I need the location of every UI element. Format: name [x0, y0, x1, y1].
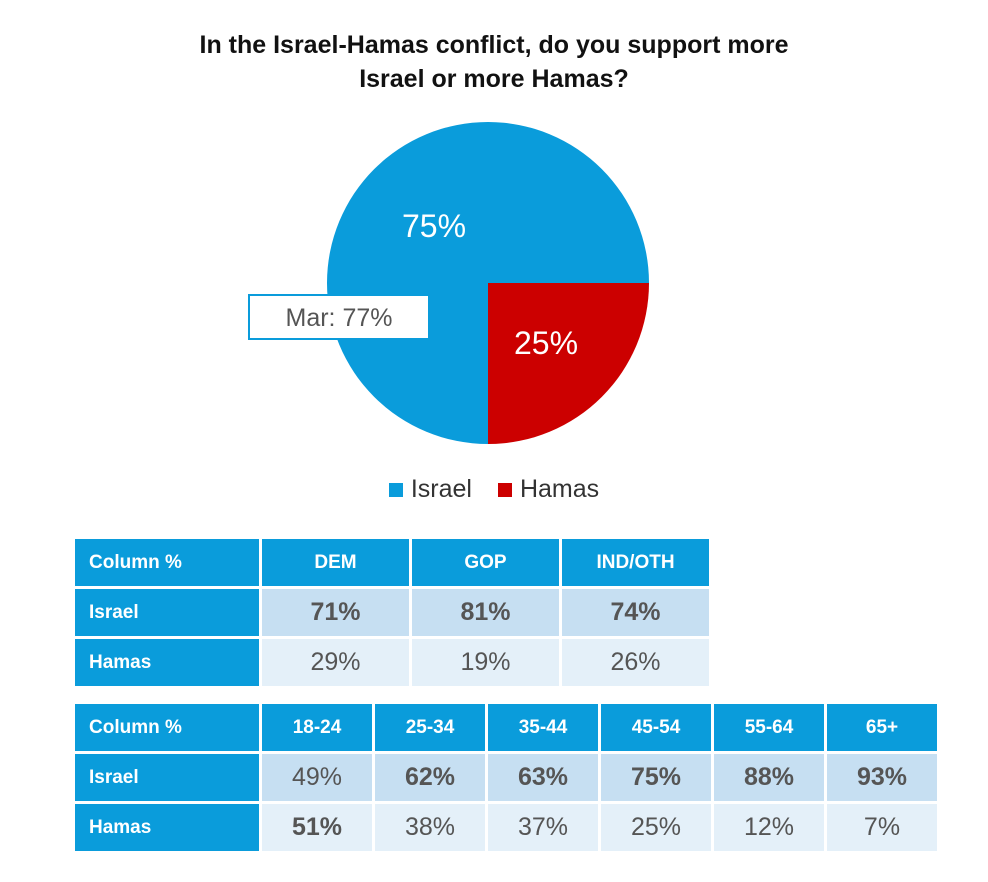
header-cell-55-64: 55-64 — [714, 704, 824, 751]
legend-label-hamas: Hamas — [519, 475, 600, 503]
table-cell: 26% — [562, 639, 709, 686]
table-cell: 63% — [488, 754, 598, 801]
table-cell: 49% — [262, 754, 372, 801]
table-cell: 51% — [262, 804, 372, 851]
table-cell: 71% — [262, 589, 409, 636]
table-row-hamas: Hamas 51% 38% 37% 25% 12% 7% — [75, 804, 937, 851]
table-row-israel: Israel 71% 81% 74% — [75, 589, 709, 636]
table-header-row: Column % DEM GOP IND/OTH — [75, 539, 709, 586]
table-cell: 81% — [412, 589, 559, 636]
legend-label-israel: Israel — [410, 475, 472, 503]
age-crosstab-table: Column % 18-24 25-34 35-44 45-54 55-64 6… — [72, 701, 940, 854]
table-header-row: Column % 18-24 25-34 35-44 45-54 55-64 6… — [75, 704, 937, 751]
header-cell-18-24: 18-24 — [262, 704, 372, 751]
table-cell: 25% — [601, 804, 711, 851]
chart-legend: Israel Hamas — [0, 475, 988, 504]
pie-label-israel: 75% — [402, 208, 466, 244]
table-cell: 29% — [262, 639, 409, 686]
table-cell: 7% — [827, 804, 937, 851]
table-cell: 75% — [601, 754, 711, 801]
table-cell: 19% — [412, 639, 559, 686]
table-cell: 62% — [375, 754, 485, 801]
row-label-hamas: Hamas — [75, 804, 259, 851]
header-cell-35-44: 35-44 — [488, 704, 598, 751]
header-corner-cell: Column % — [75, 539, 259, 586]
legend-swatch-hamas — [497, 482, 512, 497]
pie-label-hamas: 25% — [514, 325, 578, 361]
chart-title: In the Israel-Hamas conflict, do you sup… — [0, 28, 988, 96]
table-cell: 12% — [714, 804, 824, 851]
legend-swatch-israel — [388, 482, 403, 497]
pie-slice-hamas — [488, 283, 649, 444]
legend-item-israel: Israel — [388, 475, 472, 504]
chart-title-line-2: Israel or more Hamas? — [359, 65, 629, 93]
row-label-israel: Israel — [75, 589, 259, 636]
prior-value-annotation: Mar: 77% — [248, 294, 430, 340]
table-cell: 38% — [375, 804, 485, 851]
table-row-israel: Israel 49% 62% 63% 75% 88% 93% — [75, 754, 937, 801]
party-crosstab-table: Column % DEM GOP IND/OTH Israel 71% 81% … — [72, 536, 712, 689]
header-cell-ind-oth: IND/OTH — [562, 539, 709, 586]
header-cell-25-34: 25-34 — [375, 704, 485, 751]
table-cell: 88% — [714, 754, 824, 801]
table-row-hamas: Hamas 29% 19% 26% — [75, 639, 709, 686]
header-cell-45-54: 45-54 — [601, 704, 711, 751]
pie-slice-israel — [327, 122, 649, 444]
pie-chart: 75% 25% Mar: 77% — [248, 122, 649, 444]
table-cell: 37% — [488, 804, 598, 851]
header-cell-65-plus: 65+ — [827, 704, 937, 751]
row-label-israel: Israel — [75, 754, 259, 801]
header-cell-gop: GOP — [412, 539, 559, 586]
annotation-text: Mar: 77% — [286, 304, 393, 332]
annotation-box — [248, 294, 430, 340]
table-cell: 93% — [827, 754, 937, 801]
header-corner-cell: Column % — [75, 704, 259, 751]
legend-item-hamas: Hamas — [497, 475, 600, 504]
row-label-hamas: Hamas — [75, 639, 259, 686]
table-cell: 74% — [562, 589, 709, 636]
header-cell-dem: DEM — [262, 539, 409, 586]
chart-title-line-1: In the Israel-Hamas conflict, do you sup… — [199, 31, 789, 59]
